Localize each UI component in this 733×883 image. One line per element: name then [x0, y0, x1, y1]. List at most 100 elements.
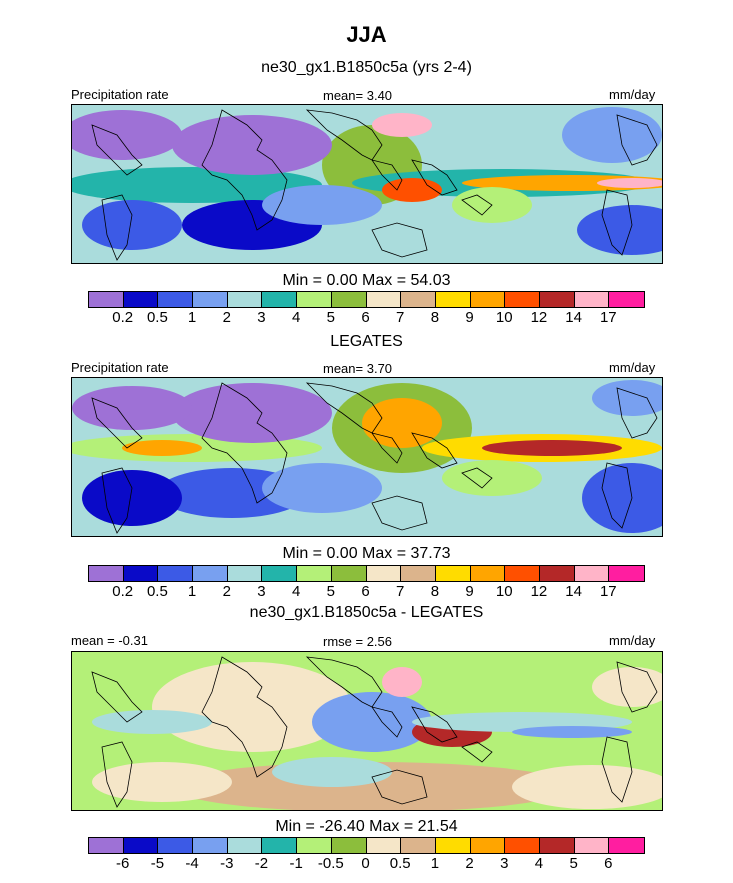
coastline: [371, 159, 403, 191]
field-patch: [272, 757, 392, 787]
coastline: [101, 194, 133, 261]
colorbar-swatch: [574, 838, 610, 853]
panel1-minmax: Min = 0.00 Max = 54.03: [282, 272, 451, 289]
colorbar-swatch: [505, 566, 540, 581]
panel2-left-label: Precipitation rate: [71, 360, 169, 375]
colorbar-tick-label: 1: [187, 583, 197, 600]
field-patch: [482, 440, 622, 456]
coastline: [201, 382, 288, 504]
colorbar-tick-label: 1: [187, 309, 197, 326]
colorbar-tick-label: 14: [565, 309, 582, 326]
field-patch: [172, 115, 332, 175]
coastline: [91, 124, 143, 176]
colorbar-tick-label: -6: [116, 855, 130, 872]
coastline: [305, 382, 383, 434]
page-title: JJA: [346, 22, 387, 47]
colorbar-tick-label: 5: [326, 309, 335, 326]
panel3-map: [71, 651, 663, 811]
colorbar-tick-label: 3: [257, 309, 266, 326]
colorbar-swatch: [331, 566, 367, 581]
panel3-rmse-label: rmse = 2.56: [323, 634, 393, 649]
coastline: [305, 656, 383, 708]
colorbar-tick-label: 4: [291, 583, 301, 600]
colorbar-tick-label: 9: [465, 583, 474, 600]
colorbar-tick-label: 0.2: [112, 309, 134, 326]
colorbar-swatch: [89, 838, 124, 853]
colorbar-swatch: [262, 292, 298, 307]
colorbar-tick-label: 7: [396, 583, 405, 600]
colorbar-swatch: [123, 838, 159, 853]
panel3-units-label: mm/day: [609, 633, 656, 648]
field-patch: [172, 383, 332, 443]
panel1-colorbar-ticks: 0.2 0.5 1 2 3 4 5 6 7 8 9 10 12 14 17: [88, 309, 643, 327]
coastline: [371, 222, 428, 258]
field-patch: [152, 662, 352, 752]
colorbar-tick-label: 3: [257, 583, 266, 600]
coastline: [601, 189, 633, 256]
field-patch: [592, 667, 662, 707]
colorbar-tick-label: 14: [565, 583, 582, 600]
field-patch: [512, 726, 632, 738]
colorbar-tick-label: 10: [495, 583, 513, 600]
colorbar-swatch: [158, 838, 194, 853]
panel1-mean-label: mean= 3.40: [323, 88, 393, 103]
colorbar-swatch: [158, 292, 194, 307]
colorbar-tick-label: 17: [599, 583, 617, 600]
colorbar-tick-label: -1: [289, 855, 303, 872]
panel3-colorbar-ticks: -6 -5 -4 -3 -2 -1 -0.5 0 0.5 1 2 3 4 5 6: [88, 855, 643, 873]
colorbar-tick-label: 0.5: [146, 583, 168, 600]
panel3-title: ne30_gx1.B1850c5a - LEGATES: [249, 604, 484, 621]
panel2-minmax: Min = 0.00 Max = 37.73: [282, 545, 451, 562]
colorbar-swatch: [123, 566, 159, 581]
colorbar-swatch: [539, 292, 575, 307]
colorbar-swatch: [401, 566, 436, 581]
colorbar-swatch: [262, 566, 298, 581]
coastline: [601, 462, 633, 529]
colorbar-tick-label: -3: [220, 855, 234, 872]
panel2-map-svg: [72, 378, 662, 536]
colorbar-swatch: [435, 292, 471, 307]
coastline: [461, 741, 493, 763]
colorbar-tick-label: 6: [361, 309, 370, 326]
panel2-colorbar-ticks: 0.2 0.5 1 2 3 4 5 6 7 8 9 10 12 14 17: [88, 583, 643, 601]
field-patch: [82, 470, 182, 526]
coastline: [91, 397, 143, 449]
field-patch: [382, 667, 422, 697]
colorbar-swatch: [366, 566, 402, 581]
coastline: [305, 109, 383, 161]
colorbar-swatch: [470, 292, 506, 307]
colorbar-tick-label: 5: [326, 583, 335, 600]
coastline: [91, 671, 143, 723]
coastline: [616, 661, 658, 713]
field-patch: [562, 107, 662, 163]
colorbar-swatch: [158, 566, 194, 581]
colorbar-swatch: [193, 838, 228, 853]
colorbar-tick-label: 9: [465, 309, 474, 326]
field-patch: [262, 185, 382, 225]
panel2-mean-label: mean= 3.70: [323, 361, 393, 376]
field-patch: [262, 463, 382, 513]
coastline: [371, 495, 428, 531]
field-patch: [597, 178, 662, 188]
colorbar-swatch: [505, 838, 540, 853]
colorbar-swatch: [435, 838, 471, 853]
coastline: [411, 159, 458, 196]
panel3-left-label: mean = -0.31: [71, 633, 148, 648]
panel2-colorbar: [88, 565, 645, 582]
colorbar-swatch: [89, 292, 124, 307]
colorbar-swatch: [262, 838, 298, 853]
field-patch: [312, 692, 432, 752]
colorbar-swatch: [297, 566, 332, 581]
panel1-title: ne30_gx1.B1850c5a (yrs 2-4): [261, 59, 472, 76]
colorbar-tick-label: 4: [291, 309, 301, 326]
coastline: [201, 656, 288, 778]
colorbar-swatch: [574, 292, 610, 307]
colorbar-swatch: [505, 292, 540, 307]
coastline: [371, 706, 403, 738]
colorbar-tick-label: 4: [534, 855, 544, 872]
colorbar-swatch: [401, 292, 436, 307]
field-patch: [512, 765, 662, 809]
field-patch: [582, 463, 662, 533]
colorbar-swatch: [470, 566, 506, 581]
field-patch: [122, 440, 202, 456]
